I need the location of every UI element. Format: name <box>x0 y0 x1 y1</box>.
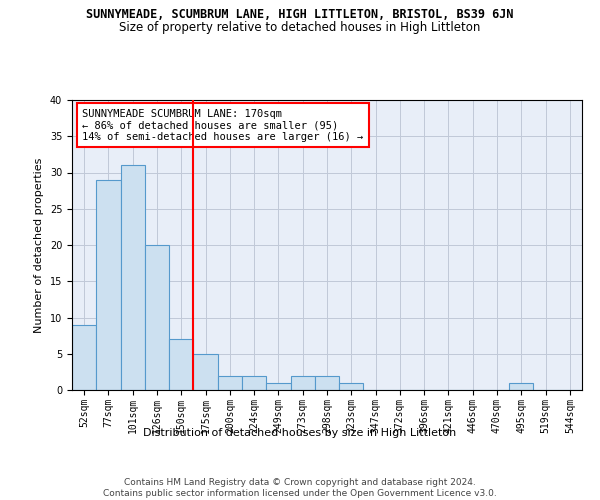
Y-axis label: Number of detached properties: Number of detached properties <box>34 158 44 332</box>
Bar <box>145 245 169 390</box>
Bar <box>290 376 315 390</box>
Bar <box>169 339 193 390</box>
Bar <box>121 165 145 390</box>
Bar <box>96 180 121 390</box>
Bar <box>193 354 218 390</box>
Text: Contains HM Land Registry data © Crown copyright and database right 2024.
Contai: Contains HM Land Registry data © Crown c… <box>103 478 497 498</box>
Text: Size of property relative to detached houses in High Littleton: Size of property relative to detached ho… <box>119 21 481 34</box>
Bar <box>72 325 96 390</box>
Text: SUNNYMEADE SCUMBRUM LANE: 170sqm
← 86% of detached houses are smaller (95)
14% o: SUNNYMEADE SCUMBRUM LANE: 170sqm ← 86% o… <box>82 108 364 142</box>
Text: SUNNYMEADE, SCUMBRUM LANE, HIGH LITTLETON, BRISTOL, BS39 6JN: SUNNYMEADE, SCUMBRUM LANE, HIGH LITTLETO… <box>86 8 514 20</box>
Bar <box>315 376 339 390</box>
Text: Distribution of detached houses by size in High Littleton: Distribution of detached houses by size … <box>143 428 457 438</box>
Bar <box>218 376 242 390</box>
Bar <box>266 383 290 390</box>
Bar <box>242 376 266 390</box>
Bar <box>509 383 533 390</box>
Bar <box>339 383 364 390</box>
